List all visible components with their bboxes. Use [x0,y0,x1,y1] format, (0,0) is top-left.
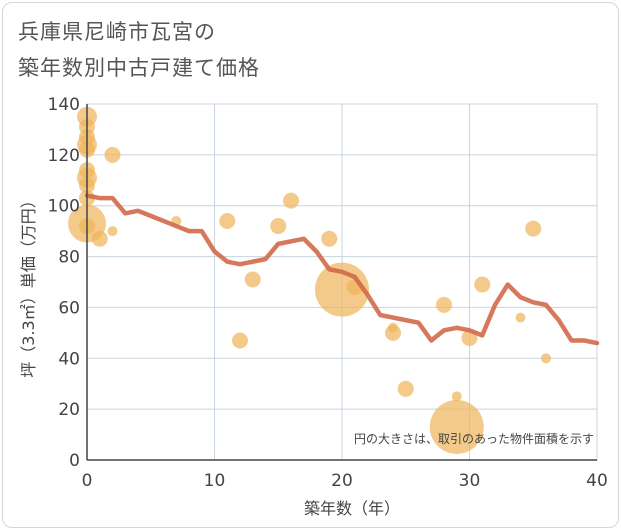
y-tick-label: 80 [58,248,80,268]
scatter-point [244,271,261,288]
scatter-point [232,332,248,349]
y-tick-label: 120 [48,146,80,166]
scatter-point [429,399,484,454]
bubble-layer [68,106,551,454]
chart-title: 兵庫県尼崎市瓦宮の 築年数別中古戸建て価格 [18,14,260,86]
scatter-point [451,391,462,402]
scatter-point [541,353,551,364]
scatter-point [525,220,542,237]
axes-layer: 0 20 40 60 80 100 120 140 0 10 20 30 40 [48,95,608,491]
x-tick-label: 0 [82,471,93,491]
scatter-point [321,230,338,247]
x-tick-label: 40 [586,471,608,491]
scatter-point [270,218,287,235]
scatter-point [107,226,118,237]
y-tick-label: 20 [58,400,80,420]
x-tick-label: 20 [331,471,353,491]
scatter-point [397,380,414,397]
scatter-point [515,312,526,323]
y-tick-label: 60 [58,298,80,318]
scatter-point [283,192,299,209]
scatter-point [219,212,236,229]
y-tick-label: 100 [48,197,80,217]
average-line [84,193,600,346]
chart-title-line2: 築年数別中古戸建て価格 [18,56,260,80]
y-tick-label: 40 [58,349,80,369]
x-tick-label: 30 [459,471,481,491]
y-axis-label: 坪（3.3㎡）単価（万円） [19,192,38,377]
scatter-point [91,230,108,247]
chart-title-line1: 兵庫県尼崎市瓦宮の [18,20,216,44]
scatter-point [474,276,491,293]
average-line-layer [84,193,600,346]
y-tick-label: 0 [69,451,80,471]
scatter-point [104,146,121,163]
x-axis-label: 築年数（年） [304,499,400,518]
grid-lines [86,103,598,461]
scatter-point [388,322,398,333]
size-note: 円の大きさは、取引のあった物件面積を示す [354,431,594,446]
y-tick-label: 140 [48,95,80,115]
scatter-point [436,296,452,313]
x-tick-label: 10 [204,471,226,491]
